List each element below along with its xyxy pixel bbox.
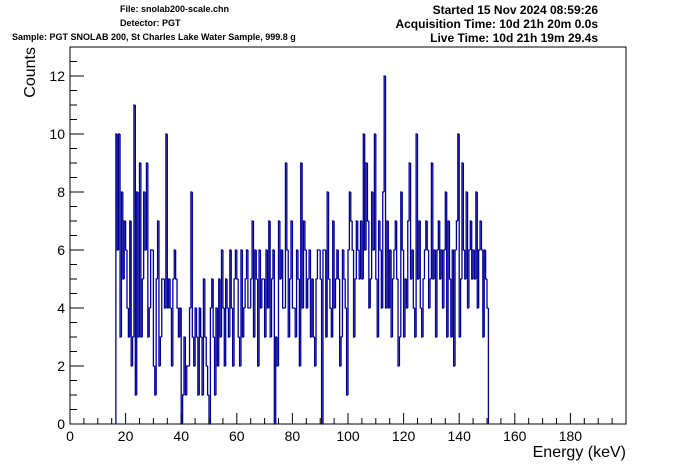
histogram-bin: [149, 249, 153, 308]
x-tick-label: 40: [173, 428, 189, 444]
detector-label: Detector: PGT: [120, 18, 181, 28]
file-name-label: File: snolab200-scale.chn: [120, 4, 230, 14]
y-tick-label: 10: [49, 126, 65, 142]
y-tick-label: 8: [57, 184, 65, 200]
y-tick-label: 0: [57, 416, 65, 432]
x-tick-label: 0: [66, 428, 74, 444]
x-tick-label: 80: [285, 428, 301, 444]
histogram-bin: [282, 250, 285, 309]
x-axis: 0 20 40 60 80 100 120 140 160 180: [66, 413, 627, 444]
histogram-bin: [186, 365, 189, 395]
acquisition-time-label: Acquisition Time: 10d 21h 20m 0.0s: [395, 17, 598, 31]
x-tick-label: 60: [229, 428, 245, 444]
histogram-bin: [291, 221, 294, 309]
y-tick-label: 6: [57, 242, 65, 258]
x-axis-title: Energy (keV): [533, 444, 626, 461]
histogram-bin: [316, 249, 319, 279]
y-axis: 0 2 4 6 8 10 12: [49, 46, 84, 432]
sample-label: Sample: PGT SNOLAB 200, St Charles Lake …: [12, 32, 296, 42]
x-tick-label: 100: [336, 428, 360, 444]
histogram-bin: [322, 249, 325, 424]
histogram-layer: [115, 75, 490, 425]
x-tick-label: 20: [118, 428, 134, 444]
histogram-bin: [247, 250, 250, 309]
y-tick-label: 12: [49, 68, 65, 84]
histogram-bin: [161, 278, 164, 337]
x-tick-label: 180: [559, 428, 583, 444]
x-tick-label: 160: [503, 428, 527, 444]
x-tick-label: 140: [448, 428, 472, 444]
histogram-bin: [261, 278, 264, 308]
y-tick-label: 2: [57, 358, 65, 374]
y-axis-title: Counts: [22, 47, 39, 98]
live-time-label: Live Time: 10d 21h 19m 29.4s: [430, 31, 598, 45]
x-tick-label: 120: [392, 428, 416, 444]
start-time-label: Started 15 Nov 2024 08:59:26: [432, 3, 598, 17]
y-tick-label: 4: [57, 300, 65, 316]
